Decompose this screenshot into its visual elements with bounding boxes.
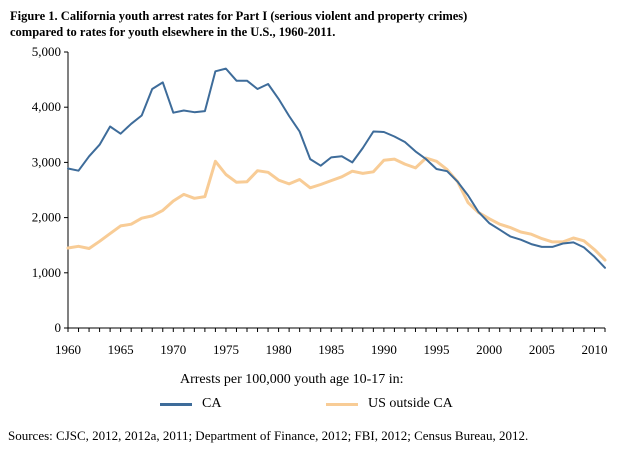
- y-tick-label: 1,000: [32, 265, 61, 280]
- legend-item-ca: CA: [160, 396, 221, 412]
- x-tick-label: 2000: [476, 342, 502, 357]
- x-tick-label: 1970: [160, 342, 186, 357]
- chart-caption: Arrests per 100,000 youth age 10-17 in:: [180, 372, 404, 387]
- chart-title-line-2: compared to rates for youth elsewhere in…: [10, 25, 336, 39]
- series-line: [67, 67, 606, 269]
- x-tick-label: 2005: [529, 342, 555, 357]
- x-tick-label: 1975: [213, 342, 239, 357]
- legend-swatch-us: [326, 402, 358, 406]
- legend-swatch-ca: [160, 402, 192, 406]
- legend-label-us: US outside CA: [368, 396, 453, 411]
- x-tick-label: 1980: [266, 342, 292, 357]
- x-tick-label: 1995: [424, 342, 450, 357]
- y-axis-ticks: 0 1,000 2,000 3,000 4,000 5,000: [32, 44, 68, 335]
- x-tick-label: 1985: [318, 342, 344, 357]
- series-ca: [67, 67, 606, 269]
- x-tick-label: 1965: [108, 342, 134, 357]
- axes: [67, 52, 605, 329]
- series-line: [66, 156, 607, 262]
- x-axis-ticks: 1960 1965 1970 1975 1980 1985 1990 1995 2000 2005…: [55, 328, 607, 357]
- source-note: Sources: CJSC, 2012, 2012a, 2011; Depart…: [8, 428, 529, 443]
- y-tick-label: 2,000: [32, 210, 61, 225]
- x-tick-label: 1990: [371, 342, 397, 357]
- y-tick-label: 3,000: [32, 154, 61, 169]
- chart-title-line-1: Figure 1. California youth arrest rates …: [10, 9, 468, 23]
- y-tick-label: 0: [55, 320, 62, 335]
- y-tick-label: 5,000: [32, 44, 61, 59]
- x-tick-label: 2010: [581, 342, 607, 357]
- legend-item-us: US outside CA: [326, 396, 453, 412]
- y-tick-label: 4,000: [32, 99, 61, 114]
- chart-title: Figure 1. California youth arrest rates …: [10, 8, 467, 40]
- series-us-outside-ca: [66, 156, 607, 262]
- x-tick-label: 1960: [55, 342, 81, 357]
- legend-label-ca: CA: [202, 396, 222, 411]
